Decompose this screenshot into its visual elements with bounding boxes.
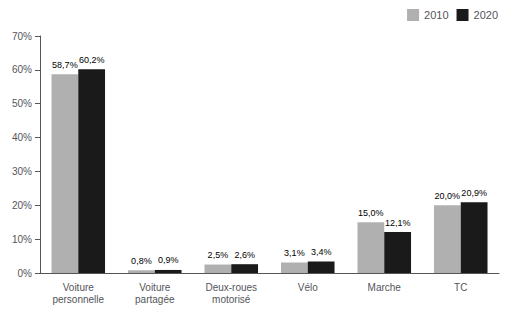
- svg-text:Marche: Marche: [368, 282, 402, 293]
- svg-text:personnelle: personnelle: [52, 294, 104, 305]
- svg-text:Voiture: Voiture: [63, 282, 95, 293]
- svg-text:0,8%: 0,8%: [131, 256, 152, 266]
- svg-text:TC: TC: [454, 282, 467, 293]
- svg-text:20,0%: 20,0%: [435, 191, 461, 201]
- svg-text:58,7%: 58,7%: [52, 60, 78, 70]
- svg-text:15,0%: 15,0%: [358, 208, 384, 218]
- svg-text:Vélo: Vélo: [298, 282, 318, 293]
- svg-text:12,1%: 12,1%: [385, 218, 411, 228]
- svg-text:30%: 30%: [12, 166, 32, 177]
- svg-text:20%: 20%: [12, 200, 32, 211]
- svg-text:40%: 40%: [12, 132, 32, 143]
- svg-text:0%: 0%: [18, 268, 33, 279]
- svg-text:50%: 50%: [12, 98, 32, 109]
- svg-text:2,5%: 2,5%: [208, 250, 229, 260]
- svg-text:Deux-roues: Deux-roues: [205, 282, 257, 293]
- svg-text:10%: 10%: [12, 234, 32, 245]
- svg-text:2020: 2020: [474, 9, 498, 21]
- svg-text:70%: 70%: [12, 31, 32, 42]
- svg-text:60,2%: 60,2%: [79, 55, 105, 65]
- svg-text:Voiture: Voiture: [139, 282, 171, 293]
- svg-text:3,1%: 3,1%: [284, 248, 305, 258]
- svg-text:0,9%: 0,9%: [158, 255, 179, 265]
- svg-text:motorisé: motorisé: [212, 294, 251, 305]
- svg-text:partagée: partagée: [135, 294, 175, 305]
- svg-text:2010: 2010: [424, 9, 448, 21]
- svg-text:20,9%: 20,9%: [461, 188, 487, 198]
- svg-text:60%: 60%: [12, 64, 32, 75]
- svg-text:3,4%: 3,4%: [311, 247, 332, 257]
- svg-text:2,6%: 2,6%: [234, 250, 255, 260]
